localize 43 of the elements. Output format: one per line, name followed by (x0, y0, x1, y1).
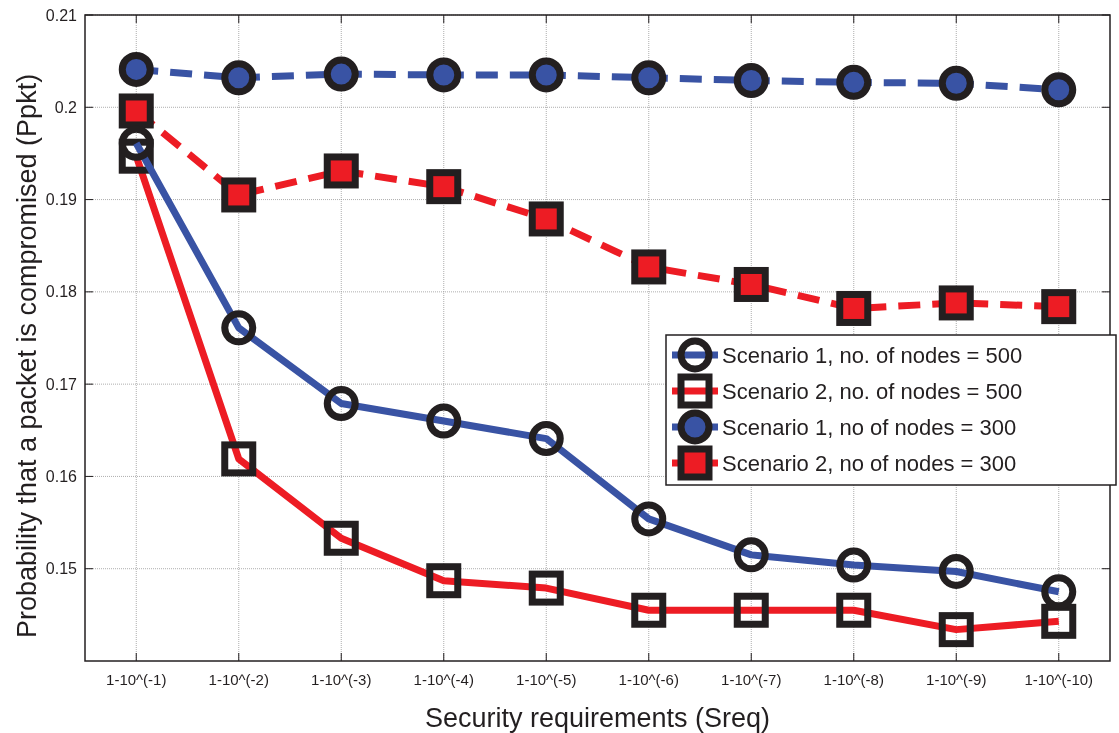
y-tick-label: 0.21 (45, 6, 78, 24)
point (733, 266, 769, 302)
point (221, 177, 257, 213)
x-tick-label: 1-10^(-1) (106, 671, 167, 688)
x-tick-label: 1-10^(-10) (1024, 671, 1094, 688)
x-tick-label: 1-10^(-2) (208, 671, 269, 688)
point (733, 63, 769, 99)
point (836, 290, 872, 326)
x-axis-title: Security requirements (Sreq) (424, 703, 771, 733)
point (323, 153, 359, 189)
legend-label: Scenario 1, no of nodes = 300 (722, 414, 1017, 440)
point (118, 51, 154, 87)
x-tick-label: 1-10^(-5) (516, 671, 577, 688)
point (426, 57, 462, 93)
x-tick-label: 1-10^(-9) (926, 671, 987, 688)
point (938, 285, 974, 321)
y-tick-label: 0.19 (45, 191, 78, 209)
legend-label: Scenario 2, no of nodes = 300 (722, 450, 1017, 476)
point (221, 60, 257, 96)
x-tick-label: 1-10^(-7) (721, 671, 782, 688)
point (836, 64, 872, 100)
legend-label: Scenario 1, no. of nodes = 500 (722, 342, 1023, 368)
y-tick-label: 0.15 (45, 560, 78, 578)
y-tick-label: 0.17 (45, 375, 78, 393)
x-tick-label: 1-10^(-6) (618, 671, 679, 688)
point (938, 65, 974, 101)
x-tick-label: 1-10^(-4) (413, 671, 474, 688)
y-tick-label: 0.18 (45, 283, 78, 301)
y-axis-title: Probability that a packet is compromised (Ppkt) (12, 73, 42, 639)
point (118, 93, 154, 129)
point (528, 57, 564, 93)
y-tick-label: 0.16 (45, 468, 78, 486)
legend-label: Scenario 2, no. of nodes = 500 (722, 378, 1023, 404)
point (1041, 72, 1077, 108)
point (1041, 289, 1077, 325)
point (631, 249, 667, 285)
point (426, 169, 462, 205)
y-tick-label: 0.2 (54, 98, 78, 116)
x-tick-label: 1-10^(-8) (823, 671, 884, 688)
x-tick-label: 1-10^(-3) (311, 671, 372, 688)
point (528, 201, 564, 237)
point (323, 56, 359, 92)
point (631, 60, 667, 96)
